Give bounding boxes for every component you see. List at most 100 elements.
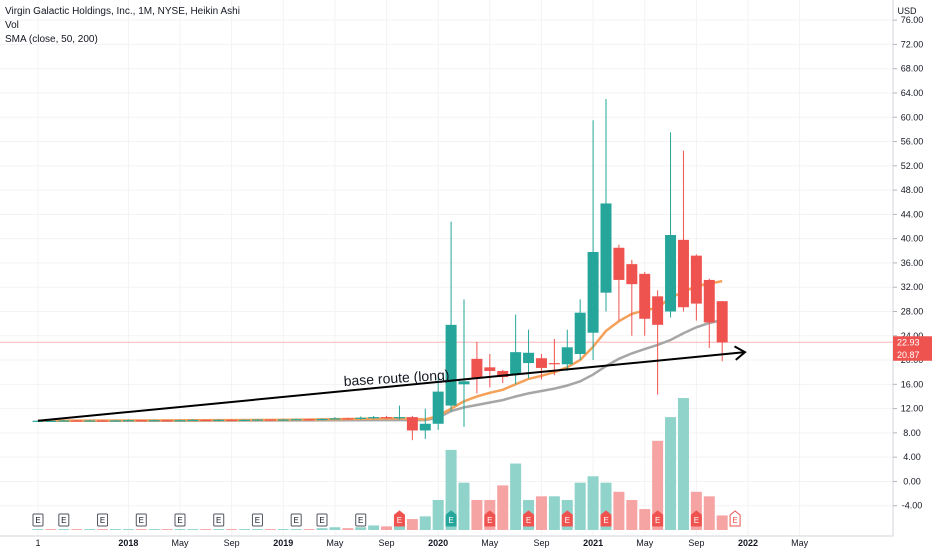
earnings-badge-letter: E bbox=[732, 516, 737, 525]
price-tick-label: 36.00 bbox=[901, 258, 924, 268]
earnings-badge: E bbox=[561, 510, 573, 527]
volume-bar bbox=[174, 529, 186, 530]
annotation-label: base route (long) bbox=[343, 367, 450, 389]
earnings-badge: E bbox=[97, 513, 109, 527]
volume-bar bbox=[626, 499, 638, 530]
volume-bar bbox=[432, 499, 444, 530]
symbol-title[interactable]: Virgin Galactic Holdings, Inc., 1M, NYSE… bbox=[5, 6, 240, 17]
earnings-badge-letter: E bbox=[100, 516, 105, 525]
earnings-badge-box bbox=[355, 513, 367, 527]
candle-body bbox=[109, 420, 121, 422]
earnings-badge: E bbox=[523, 510, 535, 527]
volume-bar bbox=[639, 509, 651, 530]
candle-body bbox=[432, 391, 444, 424]
time-tick-label: Sep bbox=[533, 538, 549, 548]
candle-body bbox=[497, 370, 509, 378]
earnings-badge-box bbox=[32, 513, 44, 527]
candle-body bbox=[251, 419, 263, 421]
earnings-badge-box bbox=[690, 510, 702, 527]
candle-body bbox=[665, 235, 677, 312]
price-tick-label: 28.00 bbox=[901, 306, 924, 316]
earnings-badge-letter: E bbox=[526, 516, 531, 525]
time-tick-label: 2020 bbox=[428, 538, 448, 548]
earnings-badge-letter: E bbox=[216, 516, 221, 525]
candle-body bbox=[239, 419, 251, 422]
volume-legend[interactable]: Vol bbox=[5, 20, 19, 31]
volume-bar bbox=[135, 529, 147, 530]
earnings-badge: E bbox=[174, 513, 186, 527]
candle-body bbox=[652, 296, 664, 325]
candle-body bbox=[161, 420, 173, 422]
earnings-badge: E bbox=[600, 510, 612, 527]
earnings-badge-letter: E bbox=[487, 516, 492, 525]
volume-bars bbox=[32, 398, 728, 530]
volume-bar bbox=[45, 529, 57, 530]
price-tick-label: 0.00 bbox=[903, 476, 921, 486]
candle-body bbox=[226, 419, 238, 422]
candle-body bbox=[561, 347, 573, 365]
volume-bar bbox=[587, 476, 599, 530]
candle-body bbox=[32, 420, 44, 422]
price-axis-bg bbox=[893, 0, 932, 550]
price-tick-label: 68.00 bbox=[901, 64, 924, 74]
candle-body bbox=[381, 417, 393, 419]
price-tick-label: 8.00 bbox=[903, 428, 921, 438]
candle-body bbox=[677, 239, 689, 308]
earnings-badge-box bbox=[561, 510, 573, 527]
price-tick-label: 24.00 bbox=[901, 331, 924, 341]
candle-body bbox=[290, 419, 302, 421]
earnings-badge: E bbox=[393, 510, 405, 527]
volume-bar bbox=[445, 449, 457, 530]
price-axis[interactable]: 76.00 72.00 68.00 64.00 60.00 56.00 52.00 48.00… bbox=[892, 0, 932, 550]
sma-legend[interactable]: SMA (close, 50, 200) bbox=[5, 34, 98, 45]
candle-body bbox=[213, 419, 225, 422]
candle-body bbox=[122, 420, 134, 422]
earnings-badge-box bbox=[97, 513, 109, 527]
volume-bar bbox=[251, 529, 263, 530]
volume-bar bbox=[677, 398, 689, 530]
volume-bar bbox=[497, 485, 509, 530]
earnings-badge: E bbox=[445, 510, 457, 527]
earnings-badge-letter: E bbox=[448, 516, 453, 525]
candle-body bbox=[277, 419, 289, 421]
earnings-badge-box bbox=[600, 510, 612, 527]
earnings-badge-box bbox=[316, 513, 328, 527]
volume-bar bbox=[419, 516, 431, 530]
earnings-badge: E bbox=[729, 510, 741, 527]
trendline-annotation[interactable]: base route (long) bbox=[37, 345, 747, 422]
time-tick-label: May bbox=[171, 538, 189, 548]
time-tick-label: May bbox=[481, 538, 499, 548]
earnings-badge-letter: E bbox=[294, 516, 299, 525]
earnings-badge-letter: E bbox=[255, 516, 260, 525]
earnings-badge-letter: E bbox=[655, 516, 660, 525]
candle-body bbox=[690, 255, 702, 304]
earnings-badge-letter: E bbox=[397, 516, 402, 525]
time-tick-label: Sep bbox=[688, 538, 704, 548]
volume-bar bbox=[329, 527, 341, 530]
volume-bar bbox=[381, 526, 393, 530]
candle-body bbox=[148, 420, 160, 422]
time-axis[interactable]: 1 2018 May Sep 2019 May Sep 2020 May Sep 2021 May Se… bbox=[0, 535, 893, 548]
volume-bar bbox=[458, 482, 470, 530]
time-tick-label: 1 bbox=[35, 538, 40, 548]
earnings-badge-box bbox=[652, 510, 664, 527]
volume-bar bbox=[303, 529, 315, 530]
volume-bar bbox=[342, 528, 354, 530]
candle-body bbox=[174, 420, 186, 422]
volume-bar bbox=[32, 529, 44, 530]
earnings-badge-letter: E bbox=[603, 516, 608, 525]
candle-body bbox=[587, 252, 599, 333]
volume-bar bbox=[84, 529, 96, 530]
candle-body bbox=[303, 419, 315, 421]
earnings-badge-box bbox=[58, 513, 70, 527]
volume-bar bbox=[471, 499, 483, 530]
volume-bar bbox=[703, 496, 715, 530]
volume-bar bbox=[148, 529, 160, 530]
volume-bar bbox=[161, 529, 173, 530]
candle-body bbox=[329, 418, 341, 420]
price-tags: 22.9314d 6h20.87 bbox=[893, 336, 932, 361]
price-tick-label: 52.00 bbox=[901, 161, 924, 171]
candle-body bbox=[548, 363, 560, 365]
